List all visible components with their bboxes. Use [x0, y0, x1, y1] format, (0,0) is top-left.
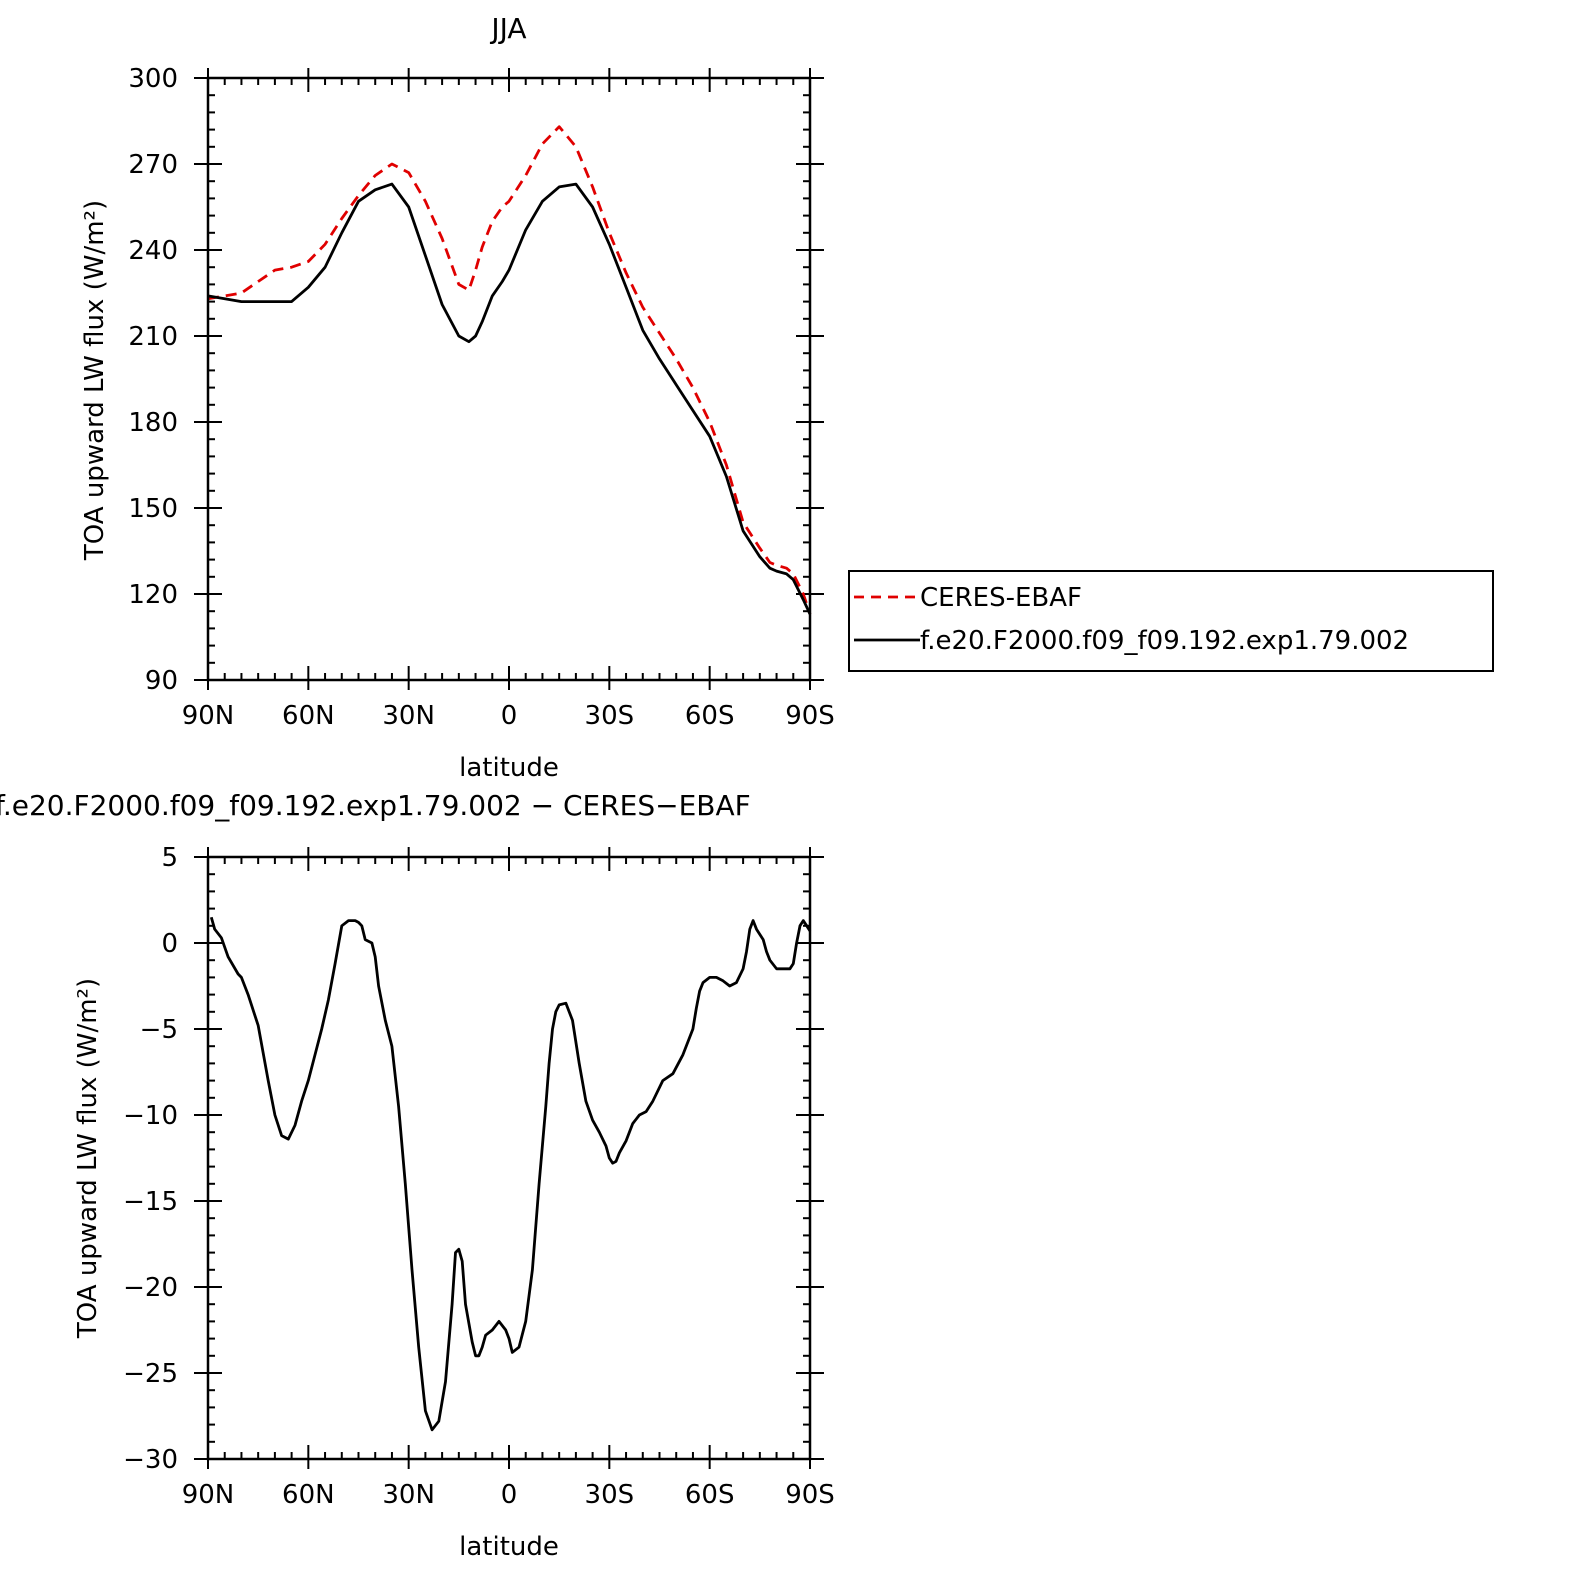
y-tick-label: 240 — [128, 236, 178, 266]
x-axis-label: latitude — [459, 1532, 559, 1562]
chart-panel-difference: f.e20.F2000.f09_f09.192.exp1.79.002 − CE… — [0, 789, 835, 1562]
series-group — [207, 125, 812, 615]
chart-title: f.e20.F2000.f09_f09.192.exp1.79.002 − CE… — [0, 789, 751, 822]
y-tick-label: 0 — [161, 929, 178, 959]
legend: CERES-EBAF f.e20.F2000.f09_f09.192.exp1.… — [848, 570, 1494, 672]
y-axis-label: TOA upward LW flux (W/m²) — [80, 200, 110, 561]
y-tick-label: 90 — [145, 666, 178, 696]
chart-panel-jja: JJA TOA upward LW flux (W/m²) latitude 9… — [80, 12, 1494, 783]
tick-labels: 90N 60N 30N 0 30S 60S 90S 5 0 −5 −10 −15 −20 −25 −30 — [123, 843, 835, 1510]
x-tick-label: 60S — [685, 701, 735, 731]
y-tick-label: −5 — [140, 1015, 178, 1045]
x-tick-label: 90S — [785, 701, 835, 731]
x-tick-label: 60S — [685, 1480, 735, 1510]
y-tick-label: 5 — [161, 843, 178, 873]
x-tick-label: 60N — [282, 1480, 335, 1510]
y-tick-label: −15 — [123, 1187, 178, 1217]
plot-frame — [206, 855, 812, 1461]
y-tick-label: 270 — [128, 150, 178, 180]
y-tick-label: −20 — [123, 1273, 178, 1303]
x-tick-label: 90S — [785, 1480, 835, 1510]
plot-frame — [206, 76, 812, 682]
tick-labels: 90N 60N 30N 0 30S 60S 90S 90 120 150 180 210 240 270 3… — [128, 64, 834, 731]
tick-marks — [194, 68, 824, 690]
x-tick-label: 0 — [501, 701, 518, 731]
x-tick-label: 30N — [382, 701, 435, 731]
series-group — [209, 916, 812, 1432]
y-tick-label: 150 — [128, 494, 178, 524]
series-line — [209, 916, 812, 1432]
y-tick-label: 300 — [128, 64, 178, 94]
x-axis-label: latitude — [459, 753, 559, 783]
y-tick-label: −30 — [123, 1445, 178, 1475]
x-tick-label: 30S — [585, 1480, 635, 1510]
y-tick-label: 120 — [128, 580, 178, 610]
y-tick-label: 180 — [128, 408, 178, 438]
x-tick-label: 90N — [182, 1480, 235, 1510]
series-line — [207, 182, 812, 615]
x-tick-label: 60N — [282, 701, 335, 731]
legend-box — [848, 570, 1494, 672]
chart-title: JJA — [489, 12, 526, 45]
x-tick-label: 90N — [182, 701, 235, 731]
x-tick-label: 0 — [501, 1480, 518, 1510]
y-axis-label: TOA upward LW flux (W/m²) — [73, 978, 103, 1339]
series-line — [207, 125, 812, 615]
legend-label-ceres: CERES-EBAF — [920, 583, 1082, 613]
y-tick-label: −25 — [123, 1359, 178, 1389]
legend-label-model: f.e20.F2000.f09_f09.192.exp1.79.002 — [920, 626, 1409, 656]
tick-marks — [194, 847, 824, 1469]
x-tick-label: 30N — [382, 1480, 435, 1510]
y-tick-label: 210 — [128, 322, 178, 352]
x-tick-label: 30S — [585, 701, 635, 731]
y-tick-label: −10 — [123, 1101, 178, 1131]
